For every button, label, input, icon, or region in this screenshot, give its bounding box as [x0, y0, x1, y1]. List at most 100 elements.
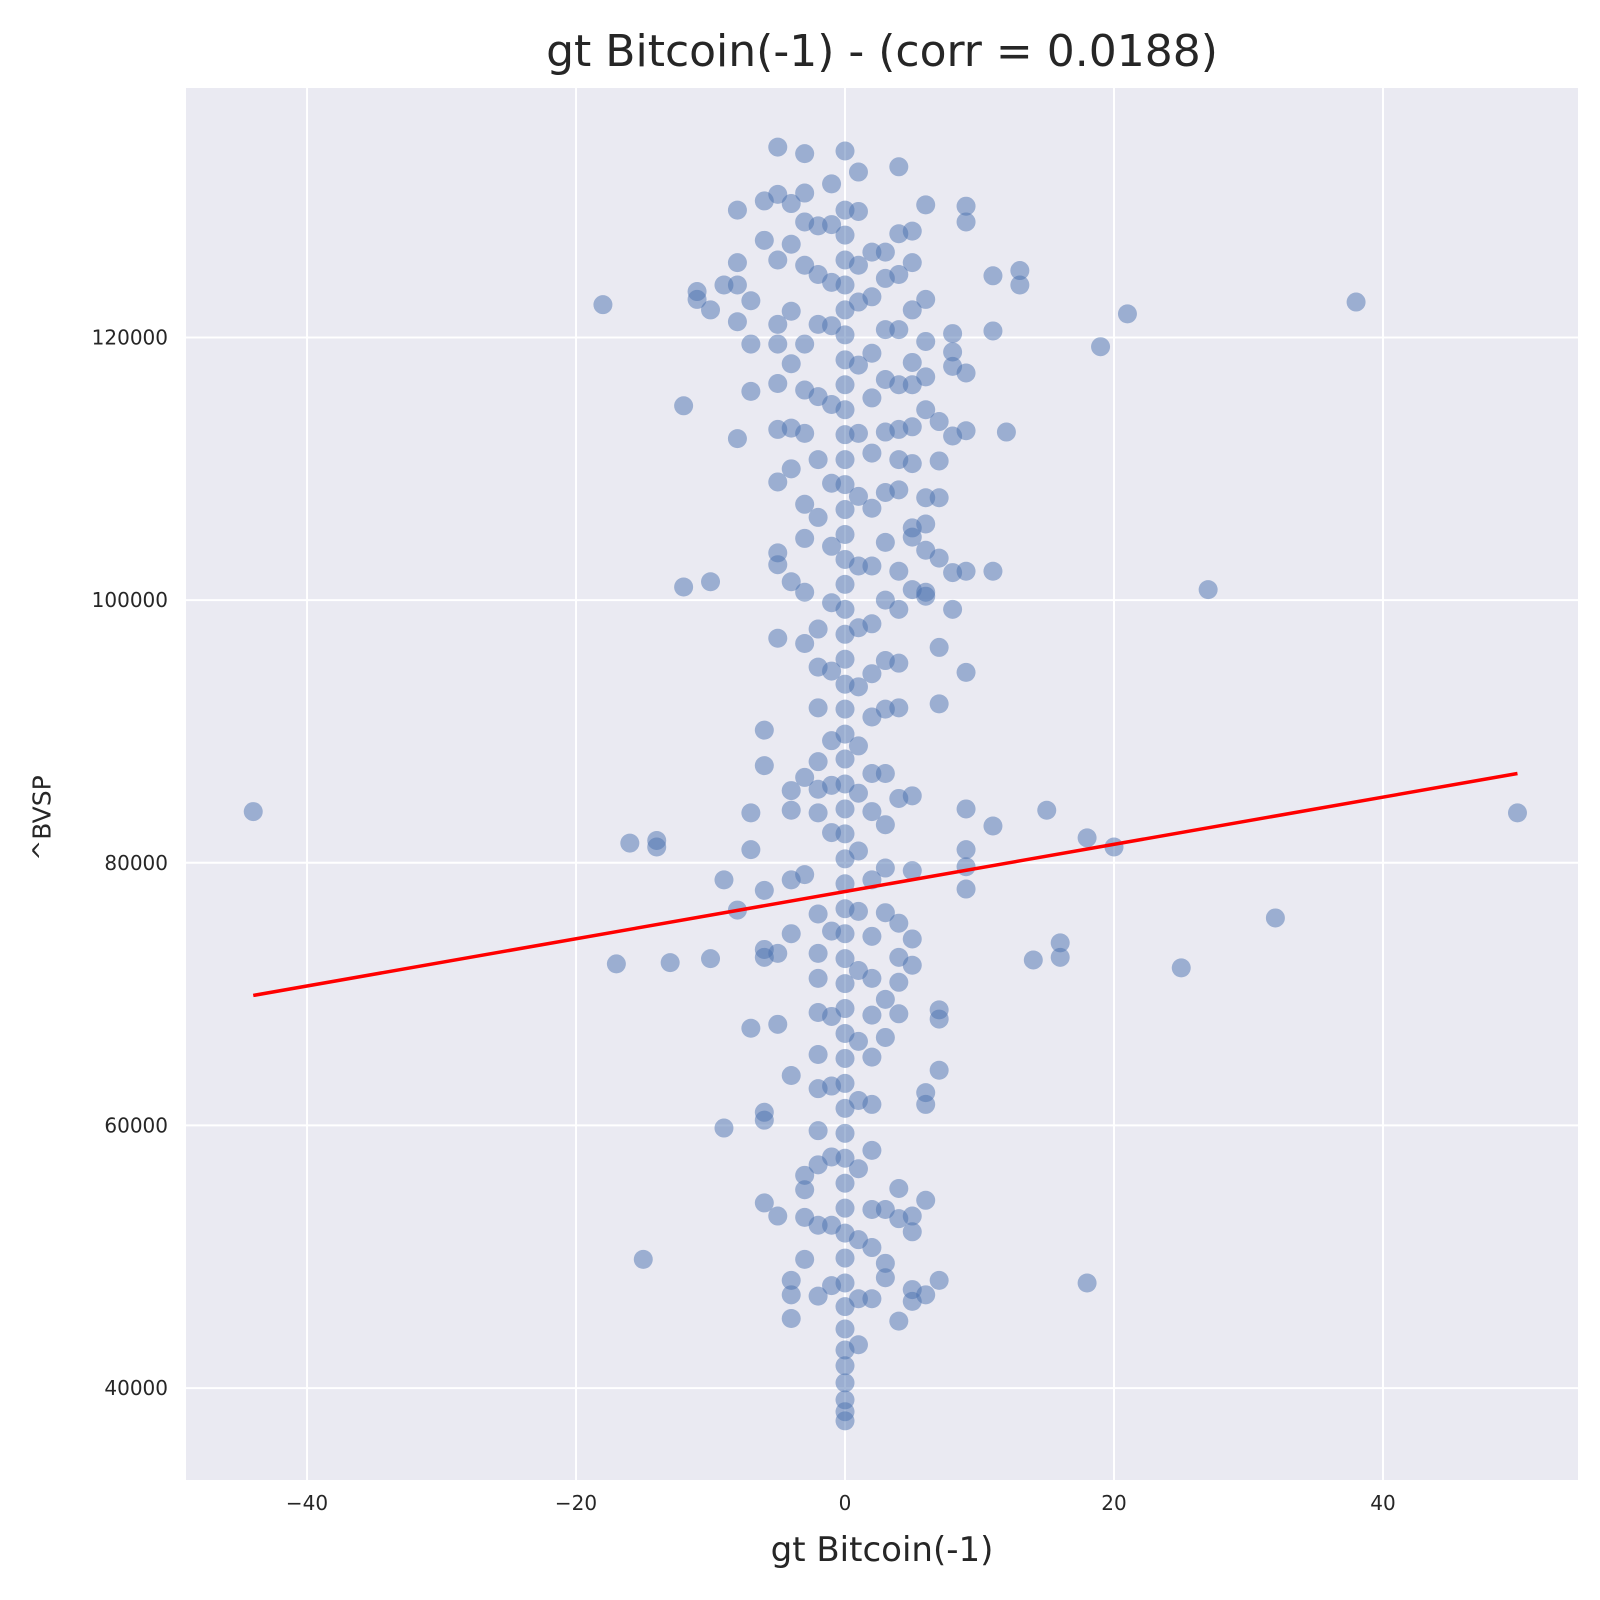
data-point: [848, 677, 868, 697]
data-point: [916, 1190, 936, 1210]
chart-title: gt Bitcoin(-1) - (corr = 0.0188): [546, 26, 1218, 77]
data-point: [916, 514, 936, 534]
data-point: [835, 749, 855, 769]
data-point: [983, 321, 1003, 341]
data-point: [835, 1148, 855, 1168]
data-point: [889, 913, 909, 933]
data-point: [848, 736, 868, 756]
data-point: [835, 1198, 855, 1218]
x-tick-label: −20: [555, 1491, 597, 1515]
data-point: [862, 1238, 882, 1258]
data-point: [808, 1215, 828, 1235]
data-point: [835, 699, 855, 719]
data-point: [902, 955, 922, 975]
data-point: [795, 865, 815, 885]
data-point: [889, 375, 909, 395]
data-point: [795, 1165, 815, 1185]
data-point: [687, 289, 707, 309]
data-point: [875, 858, 895, 878]
data-point: [741, 334, 761, 354]
data-point: [916, 582, 936, 602]
data-point: [808, 507, 828, 527]
data-point: [889, 599, 909, 619]
data-point: [835, 1048, 855, 1068]
data-point: [835, 1173, 855, 1193]
data-point: [768, 943, 788, 963]
data-point: [781, 572, 801, 592]
data-point: [1117, 304, 1137, 324]
data-point: [862, 802, 882, 822]
data-point: [956, 212, 976, 232]
data-point: [620, 833, 640, 853]
data-point: [781, 1270, 801, 1290]
data-point: [835, 824, 855, 844]
data-point: [835, 400, 855, 420]
data-point: [781, 1308, 801, 1328]
data-point: [862, 1140, 882, 1160]
data-point: [633, 1249, 653, 1269]
data-point: [768, 314, 788, 334]
data-point: [862, 968, 882, 988]
data-point: [808, 450, 828, 470]
data-point: [781, 800, 801, 820]
data-point: [795, 423, 815, 443]
data-point: [835, 924, 855, 944]
data-point: [835, 799, 855, 819]
y-tick-label: 120000: [92, 326, 168, 350]
data-point: [835, 325, 855, 345]
data-point: [848, 901, 868, 921]
data-point: [835, 999, 855, 1019]
data-point: [848, 355, 868, 375]
data-point: [808, 698, 828, 718]
data-point: [1023, 950, 1043, 970]
data-point: [956, 662, 976, 682]
data-point: [795, 494, 815, 514]
data-point: [889, 561, 909, 581]
data-point: [835, 949, 855, 969]
y-tick-label: 80000: [104, 851, 168, 875]
data-point: [889, 653, 909, 673]
data-point: [862, 1047, 882, 1067]
data-point: [916, 1083, 936, 1103]
data-point: [754, 1110, 774, 1130]
data-point: [848, 423, 868, 443]
data-point: [929, 694, 949, 714]
data-point: [875, 1268, 895, 1288]
data-point: [781, 1285, 801, 1305]
data-point: [754, 230, 774, 250]
data-point: [1050, 947, 1070, 967]
data-point: [701, 949, 721, 969]
data-point: [741, 840, 761, 860]
x-tick-label: 20: [1101, 1491, 1126, 1515]
data-point: [808, 943, 828, 963]
data-point: [1091, 337, 1111, 357]
data-point: [902, 253, 922, 273]
data-point: [835, 874, 855, 894]
data-point: [862, 1005, 882, 1025]
data-point: [822, 215, 842, 235]
data-point: [795, 767, 815, 787]
data-point: [593, 295, 613, 315]
data-point: [862, 1289, 882, 1309]
data-point: [1077, 1273, 1097, 1293]
data-point: [727, 200, 747, 220]
data-point: [701, 300, 721, 320]
data-point: [875, 242, 895, 262]
data-point: [754, 880, 774, 900]
data-point: [768, 184, 788, 204]
data-point: [1037, 800, 1057, 820]
data-point: [714, 275, 734, 295]
data-point: [862, 498, 882, 518]
data-point: [660, 953, 680, 973]
data-point: [795, 528, 815, 548]
data-point: [754, 720, 774, 740]
data-point: [862, 388, 882, 408]
data-point: [822, 661, 842, 681]
data-point: [835, 1248, 855, 1268]
data-point: [768, 137, 788, 157]
data-point: [822, 174, 842, 194]
data-point: [956, 363, 976, 383]
data-point: [781, 234, 801, 254]
data-point: [1507, 803, 1527, 823]
data-point: [727, 253, 747, 273]
